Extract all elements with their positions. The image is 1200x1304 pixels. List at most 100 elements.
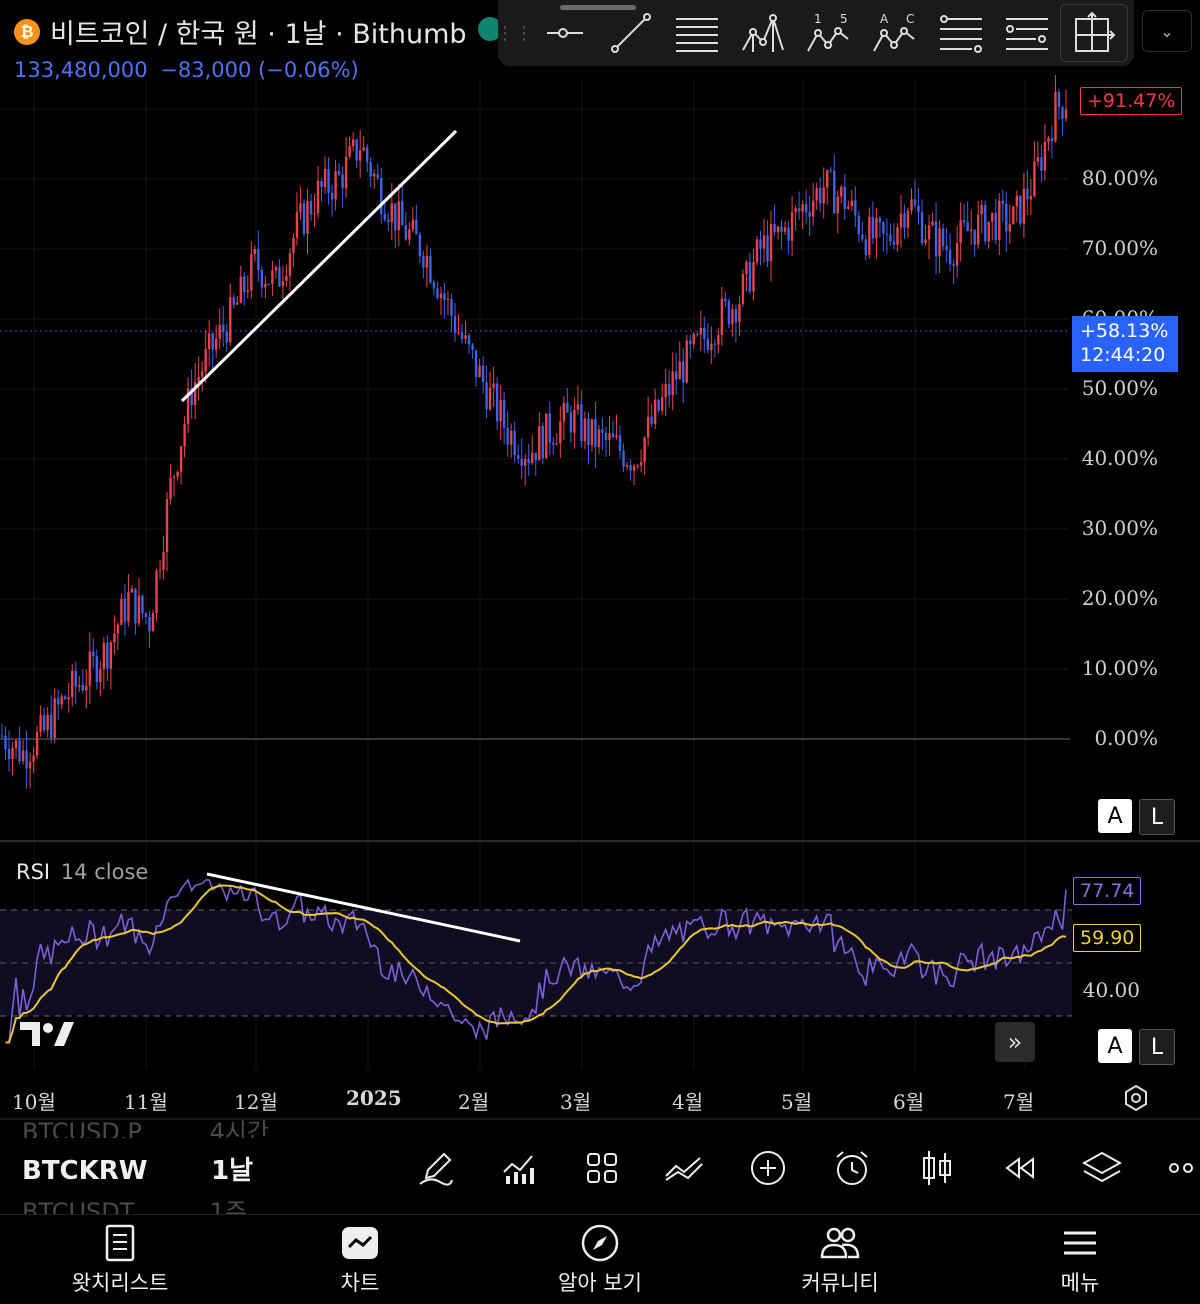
- grip-icon[interactable]: ⋮⋮: [496, 22, 534, 44]
- candle-body: [587, 418, 590, 446]
- indicators-icon[interactable]: [498, 1148, 538, 1188]
- explore-icon: [581, 1224, 619, 1262]
- nav-watchlist[interactable]: 왓치리스트: [40, 1223, 200, 1297]
- candle-body: [545, 413, 548, 459]
- price-axis-label: 30.00%: [1081, 516, 1158, 540]
- candle-body: [808, 212, 811, 217]
- candle-body: [28, 761, 32, 769]
- candle-type-icon[interactable]: [916, 1148, 956, 1188]
- candle-body: [562, 402, 566, 422]
- settings-icon[interactable]: [1122, 1084, 1150, 1116]
- candle-body: [836, 196, 839, 214]
- nav-menu[interactable]: 메뉴: [1000, 1223, 1160, 1297]
- candle-body: [411, 219, 415, 230]
- candle-body: [67, 697, 70, 700]
- horizontal-ray-icon[interactable]: [532, 5, 598, 61]
- candle-body: [822, 187, 825, 204]
- candle-body: [920, 212, 924, 244]
- rsi-log-scale-button[interactable]: L: [1139, 1029, 1175, 1065]
- candle-body: [330, 192, 334, 200]
- rsi-legend[interactable]: RSI 14 close: [16, 860, 148, 884]
- crosshair-value: +58.13%: [1080, 320, 1169, 342]
- candle-body: [246, 290, 250, 293]
- candle-body: [678, 361, 681, 380]
- candle-body: [531, 452, 534, 463]
- bottom-navigation: 왓치리스트 차트 알아 보기 커뮤니티 메뉴: [0, 1214, 1200, 1304]
- candle-body: [998, 200, 1001, 241]
- candle-body: [927, 225, 931, 240]
- parallel-channel-icon[interactable]: [664, 5, 730, 61]
- candle-body: [1043, 141, 1047, 171]
- add-icon[interactable]: [748, 1148, 788, 1188]
- candle-body: [408, 229, 411, 240]
- log-scale-button[interactable]: L: [1139, 799, 1175, 835]
- pencil-icon[interactable]: [416, 1148, 456, 1188]
- candle-body: [351, 139, 355, 147]
- candle-body: [590, 419, 594, 446]
- trend-line-icon[interactable]: [598, 5, 664, 61]
- tradingview-logo: [20, 1020, 74, 1052]
- candle-body: [165, 499, 169, 552]
- more-icon[interactable]: [1164, 1148, 1200, 1188]
- measure-icon[interactable]: [1060, 4, 1128, 62]
- candle-body: [773, 223, 776, 233]
- symbol-header[interactable]: ₿ 비트코인 / 한국 원 · 1날 · Bithumb: [14, 12, 467, 51]
- rsi-level-label: 40.00: [1082, 978, 1140, 1002]
- candle-body: [991, 212, 994, 222]
- candle-body: [790, 212, 794, 241]
- candle-body: [615, 435, 618, 438]
- alarm-icon[interactable]: [832, 1148, 872, 1188]
- candle-body: [699, 327, 702, 335]
- scroll-to-latest-button[interactable]: »: [995, 1022, 1035, 1062]
- nav-community[interactable]: 커뮤니티: [760, 1223, 920, 1297]
- auto-scale-button[interactable]: A: [1098, 799, 1132, 833]
- compare-icon[interactable]: [664, 1148, 704, 1188]
- symbol-list-item[interactable]: BTCUSD.P 4시간: [22, 1112, 282, 1138]
- candle-body: [250, 254, 253, 291]
- candle-body: [703, 327, 706, 339]
- candle-body: [344, 156, 348, 189]
- symbol-list-item[interactable]: BTCUSDT 1주: [22, 1192, 282, 1214]
- pitchfork-icon[interactable]: [730, 5, 796, 61]
- toolbar-drag-handle[interactable]: [560, 5, 636, 10]
- candle-body: [373, 173, 376, 177]
- candle-body: [829, 170, 832, 172]
- rsi-auto-scale-button[interactable]: A: [1098, 1029, 1132, 1063]
- nav-explore[interactable]: 알아 보기: [520, 1223, 680, 1297]
- candle-body: [804, 204, 808, 213]
- candle-body: [394, 203, 397, 231]
- nav-chart[interactable]: 차트: [280, 1223, 440, 1297]
- fib-retracement-icon[interactable]: [928, 5, 994, 61]
- chart-canvas[interactable]: [0, 0, 1200, 1120]
- time-axis-label: 2025: [346, 1086, 402, 1110]
- candle-body: [752, 262, 755, 292]
- layers-icon[interactable]: [1082, 1148, 1122, 1188]
- chevron-down-icon: ⌄: [1160, 21, 1174, 41]
- candle-body: [861, 234, 864, 240]
- fib-extension-icon[interactable]: [994, 5, 1060, 61]
- candle-body: [56, 698, 60, 705]
- candle-body: [889, 234, 892, 242]
- candle-body: [95, 656, 99, 682]
- toolbar-dropdown[interactable]: ⌄: [1142, 10, 1192, 52]
- candle-body: [769, 223, 773, 262]
- symbol-interval: 1주: [209, 1198, 247, 1214]
- crosshair-tag: +58.13% 12:44:20: [1072, 316, 1178, 372]
- candle-body: [207, 333, 211, 349]
- candle-body: [776, 226, 780, 233]
- price-axis-label: 10.00%: [1081, 656, 1158, 680]
- candle-body: [355, 139, 358, 161]
- candle-body: [71, 670, 74, 698]
- candle-body: [64, 696, 67, 700]
- crosshair-time: 12:44:20: [1080, 344, 1166, 366]
- grid-icon[interactable]: [582, 1148, 622, 1188]
- candle-body: [148, 616, 151, 632]
- replay-icon[interactable]: [1000, 1148, 1040, 1188]
- candle-body: [731, 309, 734, 325]
- symbol-list-item-active[interactable]: BTCKRW 1날: [22, 1150, 322, 1187]
- candle-body: [485, 382, 488, 410]
- price-axis-label: 20.00%: [1081, 586, 1158, 610]
- candle-body: [204, 348, 207, 372]
